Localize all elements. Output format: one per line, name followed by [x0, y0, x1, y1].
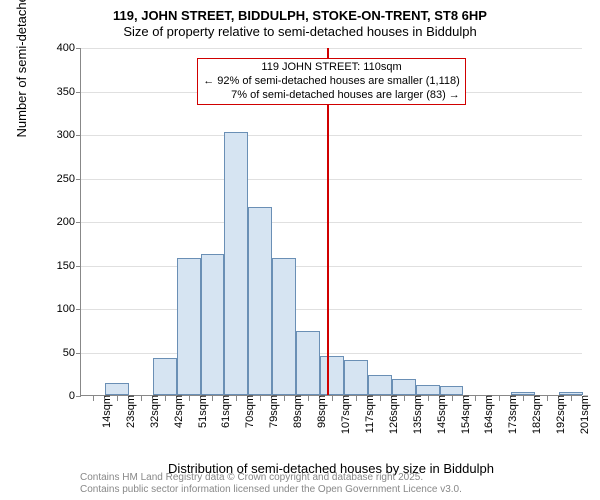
title-line-1: 119, JOHN STREET, BIDDULPH, STOKE-ON-TRE…	[0, 8, 600, 24]
histogram-bar	[177, 258, 201, 395]
histogram-bar	[416, 385, 440, 395]
annotation-line-3: 7% of semi-detached houses are larger (8…	[203, 89, 460, 103]
y-tick-label: 50	[63, 347, 81, 359]
annotation-line-1: 119 JOHN STREET: 110sqm	[203, 61, 460, 75]
x-tick-label: 182sqm	[527, 395, 543, 434]
gridline	[81, 266, 582, 267]
y-axis-title: Number of semi-detached properties	[14, 0, 29, 138]
gridline	[81, 135, 582, 136]
gridline	[81, 309, 582, 310]
x-tick	[547, 396, 548, 401]
plot-area: 119 JOHN STREET: 110sqm ← 92% of semi-de…	[80, 48, 582, 396]
histogram-bar	[368, 375, 392, 395]
footer-attribution: Contains HM Land Registry data © Crown c…	[80, 472, 462, 496]
histogram-bar	[224, 132, 248, 395]
x-tick	[141, 396, 142, 401]
x-tick	[260, 396, 261, 401]
x-tick	[165, 396, 166, 401]
histogram-bar	[344, 360, 368, 395]
x-tick-label: 201sqm	[575, 395, 591, 434]
histogram-bar	[320, 356, 344, 395]
x-tick	[571, 396, 572, 401]
x-tick	[308, 396, 309, 401]
x-tick-label: 61sqm	[216, 395, 232, 428]
y-tick-label: 200	[57, 216, 81, 228]
histogram-bar	[105, 383, 129, 395]
gridline	[81, 353, 582, 354]
x-tick-label: 154sqm	[456, 395, 472, 434]
title-line-2: Size of property relative to semi-detach…	[0, 24, 600, 40]
x-tick	[499, 396, 500, 401]
histogram-bar	[440, 386, 464, 395]
footer-line-1: Contains HM Land Registry data © Crown c…	[80, 472, 462, 484]
gridline	[81, 48, 582, 49]
x-tick	[475, 396, 476, 401]
y-tick-label: 0	[69, 390, 81, 402]
x-tick	[428, 396, 429, 401]
y-tick-label: 400	[57, 42, 81, 54]
x-tick	[93, 396, 94, 401]
x-tick-label: 192sqm	[551, 395, 567, 434]
x-tick-label: 23sqm	[121, 395, 137, 428]
footer-line-2: Contains public sector information licen…	[80, 484, 462, 496]
x-tick	[212, 396, 213, 401]
y-tick-label: 100	[57, 303, 81, 315]
x-tick-label: 98sqm	[312, 395, 328, 428]
x-tick-label: 70sqm	[240, 395, 256, 428]
gridline	[81, 179, 582, 180]
x-tick-label: 14sqm	[97, 395, 113, 428]
x-tick	[523, 396, 524, 401]
annotation-box: 119 JOHN STREET: 110sqm ← 92% of semi-de…	[197, 58, 466, 105]
x-tick	[236, 396, 237, 401]
histogram-bar	[248, 207, 272, 395]
x-tick	[380, 396, 381, 401]
x-tick	[117, 396, 118, 401]
x-tick-label: 145sqm	[432, 395, 448, 434]
histogram-bar	[272, 258, 296, 395]
y-tick-label: 250	[57, 173, 81, 185]
y-tick-label: 150	[57, 260, 81, 272]
y-tick-label: 350	[57, 86, 81, 98]
x-tick-label: 89sqm	[288, 395, 304, 428]
x-tick-label: 107sqm	[336, 395, 352, 434]
x-tick-label: 42sqm	[169, 395, 185, 428]
x-tick-label: 173sqm	[503, 395, 519, 434]
y-tick-label: 300	[57, 129, 81, 141]
chart-title-block: 119, JOHN STREET, BIDDULPH, STOKE-ON-TRE…	[0, 0, 600, 41]
x-tick	[284, 396, 285, 401]
x-tick-label: 135sqm	[408, 395, 424, 434]
x-tick	[332, 396, 333, 401]
histogram-bar	[153, 358, 177, 395]
x-tick	[452, 396, 453, 401]
x-tick	[356, 396, 357, 401]
gridline	[81, 222, 582, 223]
x-tick-label: 126sqm	[384, 395, 400, 434]
x-tick-label: 32sqm	[145, 395, 161, 428]
x-tick	[189, 396, 190, 401]
x-tick-label: 51sqm	[193, 395, 209, 428]
histogram-bar	[392, 379, 416, 395]
histogram-bar	[201, 254, 225, 395]
x-tick-label: 79sqm	[264, 395, 280, 428]
chart: Number of semi-detached properties 119 J…	[42, 48, 582, 438]
x-tick-label: 164sqm	[479, 395, 495, 434]
x-tick	[404, 396, 405, 401]
histogram-bar	[296, 331, 320, 395]
x-tick-label: 117sqm	[360, 395, 376, 433]
annotation-line-2: ← 92% of semi-detached houses are smalle…	[203, 75, 460, 89]
